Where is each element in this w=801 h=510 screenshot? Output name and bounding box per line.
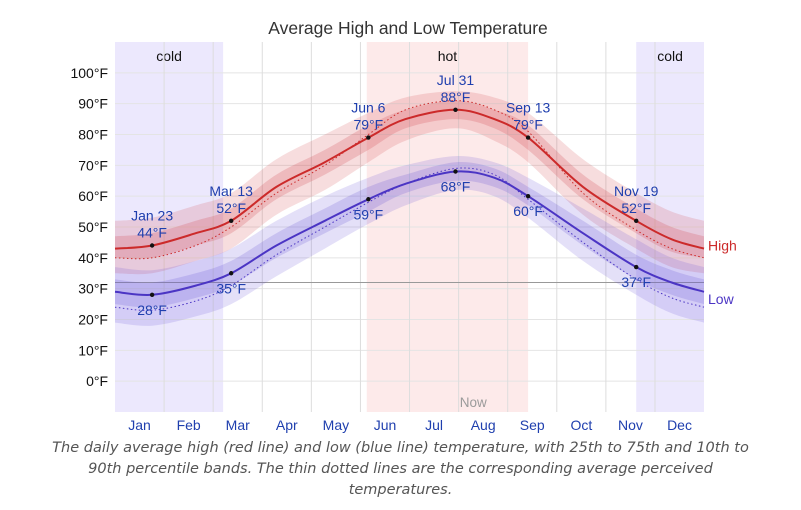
x-tick-label: Nov <box>618 417 643 433</box>
high-point-date: Sep 13 <box>506 100 551 116</box>
x-tick-label: Aug <box>471 417 496 433</box>
x-tick-label: Jul <box>425 417 443 433</box>
series-lines <box>114 100 705 311</box>
high-point-temp: 44°F <box>137 225 167 241</box>
low-point <box>149 292 155 298</box>
high-point-temp: 79°F <box>353 117 383 133</box>
high-point <box>453 107 458 113</box>
y-tick-label: 10°F <box>78 342 108 358</box>
y-tick-label: 0°F <box>86 373 108 389</box>
low-point <box>525 193 531 199</box>
high-point <box>228 218 234 224</box>
y-tick-label: 50°F <box>78 219 108 235</box>
series-label-high: High <box>708 238 737 254</box>
low-point-temp: 68°F <box>441 179 471 195</box>
high-point <box>149 243 155 248</box>
low-point <box>228 271 234 276</box>
series-labels: High Low <box>708 238 737 307</box>
temperature-chart: Average High and Low Temperature cold hot… <box>70 18 737 433</box>
y-tick-label: 100°F <box>70 65 108 81</box>
low-point-temp: 35°F <box>216 280 246 296</box>
high-point-temp: 52°F <box>621 200 651 216</box>
high-point <box>525 135 531 140</box>
x-tick-label: Feb <box>177 417 201 433</box>
high-point-date: Jan 23 <box>131 208 173 224</box>
low-point-temp: 28°F <box>137 302 167 318</box>
y-tick-label: 70°F <box>78 157 108 173</box>
low-point-temp: 60°F <box>513 203 543 219</box>
high-point-temp: 52°F <box>216 200 246 216</box>
x-tick-label: Mar <box>226 417 250 433</box>
high-band-p25-p75 <box>115 100 704 259</box>
high-point-date: Mar 13 <box>209 183 253 199</box>
season-label-cold: cold <box>156 48 182 64</box>
x-tick-label: Oct <box>570 417 592 433</box>
chart-title: Average High and Low Temperature <box>268 18 548 38</box>
low-line <box>114 170 705 297</box>
y-tick-label: 30°F <box>78 281 108 297</box>
x-tick-label: Sep <box>520 417 545 433</box>
series-label-low: Low <box>708 291 735 307</box>
season-label-hot: hot <box>438 48 458 64</box>
now-label: Now <box>460 395 487 410</box>
high-band-p10-p90 <box>115 91 704 275</box>
y-tick-label: 40°F <box>78 250 108 266</box>
high-point-date: Jul 31 <box>437 72 475 88</box>
x-tick-label: Jan <box>128 417 151 433</box>
grid-lines: Now <box>115 42 704 412</box>
high-line <box>114 108 705 250</box>
y-tick-label: 90°F <box>78 96 108 112</box>
x-tick-label: May <box>323 417 349 433</box>
high-perceived-line <box>114 100 705 260</box>
percentile-bands <box>115 91 704 326</box>
low-point <box>453 169 458 174</box>
high-point <box>634 218 639 224</box>
y-tick-label: 60°F <box>78 188 108 204</box>
y-tick-label: 80°F <box>78 127 108 143</box>
axis-labels: 0°F 10°F 20°F 30°F 40°F 50°F 60°F 70°F 80°F 90°F 1… <box>70 65 691 433</box>
low-point <box>366 197 371 202</box>
season-label-cold: cold <box>657 48 683 64</box>
high-point <box>366 135 371 140</box>
high-point-date: Nov 19 <box>614 183 659 199</box>
x-tick-label: Apr <box>276 417 298 433</box>
y-tick-label: 20°F <box>78 312 108 328</box>
low-point <box>634 264 639 270</box>
high-point-temp: 88°F <box>441 89 471 105</box>
high-point-temp: 79°F <box>513 117 543 133</box>
low-point-temp: 59°F <box>353 206 383 222</box>
chart-caption: The daily average high (red line) and lo… <box>52 440 749 498</box>
low-band-p10-p90 <box>115 156 704 326</box>
x-tick-label: Dec <box>667 417 692 433</box>
x-tick-label: Jun <box>374 417 397 433</box>
high-point-date: Jun 6 <box>351 100 385 116</box>
low-point-temp: 37°F <box>621 274 651 290</box>
